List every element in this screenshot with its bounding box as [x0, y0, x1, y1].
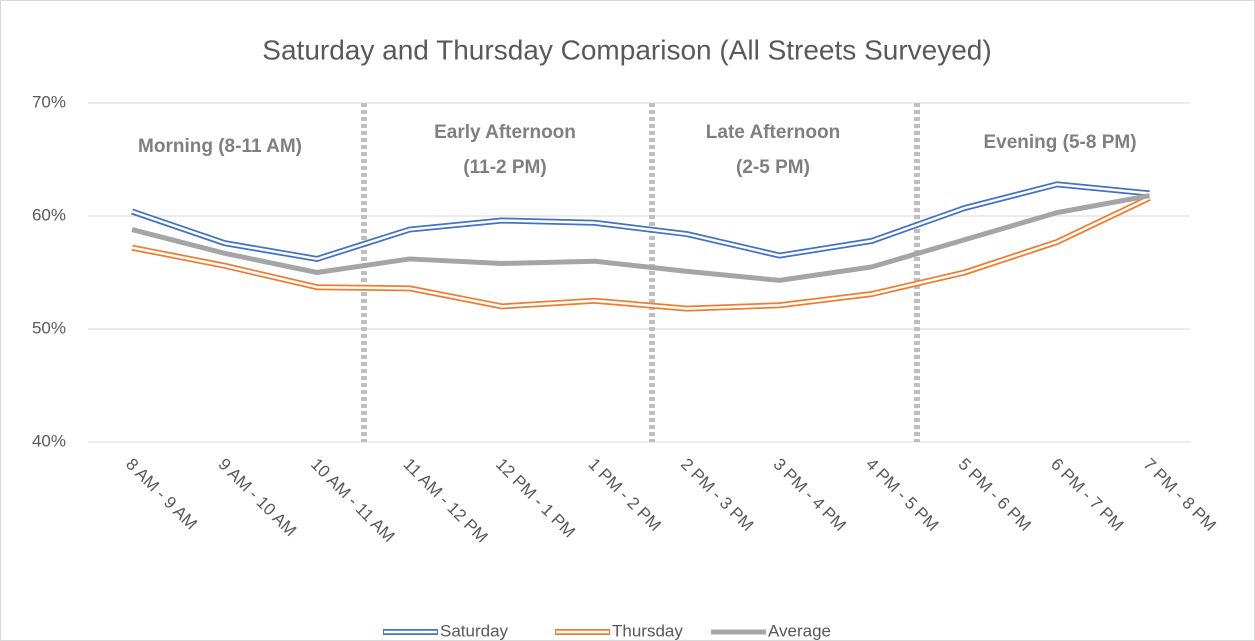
- series-line-inner: [131, 183, 1150, 261]
- period-label: Morning (8-11 AM): [138, 136, 302, 157]
- period-label: Late Afternoon: [706, 122, 840, 143]
- legend-label: Saturday: [440, 621, 509, 640]
- legend-label: Thursday: [612, 621, 683, 640]
- legend-label: Average: [768, 621, 831, 640]
- y-tick-label: 70%: [32, 92, 66, 111]
- series-line: [131, 193, 1150, 283]
- period-label: Evening (5-8 PM): [983, 132, 1136, 153]
- period-label: (2-5 PM): [736, 157, 810, 178]
- y-tick-label: 50%: [32, 318, 66, 337]
- period-label: (11-2 PM): [463, 157, 546, 178]
- period-label: Early Afternoon: [434, 122, 576, 143]
- y-tick-label: 40%: [32, 431, 66, 450]
- y-tick-label: 60%: [32, 205, 66, 224]
- series-line-inner: [131, 196, 1151, 310]
- chart-title: Saturday and Thursday Comparison (All St…: [262, 34, 991, 65]
